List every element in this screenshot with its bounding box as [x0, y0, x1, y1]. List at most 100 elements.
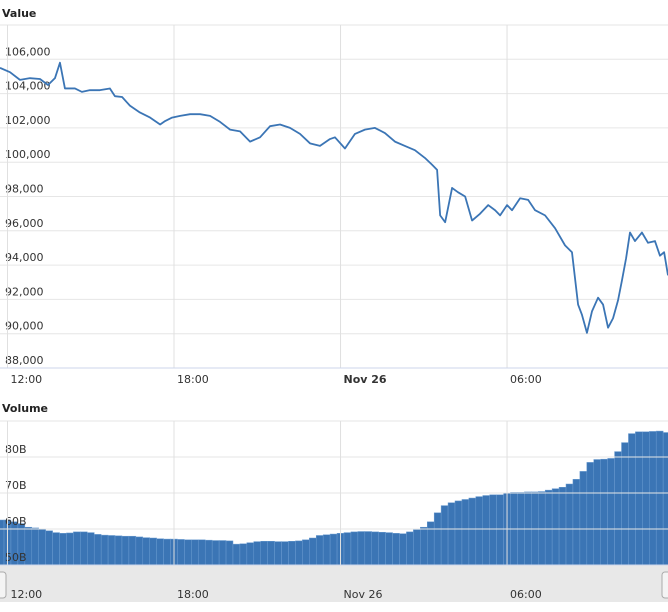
volume-bar	[572, 479, 581, 566]
volume-bar	[59, 533, 67, 566]
volume-bar	[218, 540, 227, 566]
y-tick-label: 96,000	[5, 217, 44, 230]
navigator-handle[interactable]	[0, 571, 7, 599]
x-tick-label: Nov 26	[344, 373, 387, 386]
volume-bar	[420, 526, 428, 566]
volume-bar	[87, 532, 95, 566]
volume-bar	[496, 494, 504, 566]
y-tick-label: 60B	[5, 515, 27, 528]
volume-bar	[204, 539, 213, 566]
volume-bar	[350, 531, 359, 566]
volume-bar	[538, 491, 546, 566]
volume-bar	[371, 531, 379, 566]
chart-title: Volume	[2, 402, 48, 415]
volume-bar	[385, 532, 393, 566]
volume-bar	[246, 542, 255, 566]
volume-bar	[274, 541, 282, 566]
volume-bar	[232, 543, 241, 566]
volume-bar	[531, 491, 539, 566]
volume-bar	[475, 496, 484, 566]
volume-bar	[662, 432, 668, 566]
volume-bar	[315, 535, 324, 566]
volume-bar	[614, 451, 622, 566]
volume-bar	[607, 458, 615, 566]
volume-bar	[600, 458, 608, 566]
chart-title: Value	[2, 7, 36, 20]
volume-bar	[288, 540, 296, 566]
volume-bar	[100, 534, 109, 566]
volume-bar	[524, 491, 532, 566]
y-tick-label: 98,000	[5, 183, 44, 196]
volume-bar	[121, 535, 130, 566]
volume-bar	[544, 489, 553, 566]
volume-bar	[454, 500, 463, 566]
volume-bar	[322, 534, 331, 566]
volume-bar	[593, 459, 601, 566]
volume-bar	[649, 431, 657, 566]
volume-bar	[309, 537, 317, 566]
volume-bar	[406, 531, 414, 566]
volume-bar	[413, 529, 421, 566]
volume-bar	[184, 539, 192, 566]
y-tick-label: 100,000	[5, 148, 51, 161]
volume-bar	[461, 499, 470, 566]
volume-bar	[343, 532, 352, 566]
volume-bar	[281, 541, 289, 566]
volume-bar	[447, 502, 456, 566]
volume-bar	[565, 483, 574, 566]
volume-bar	[579, 471, 588, 566]
navigator-handle[interactable]	[661, 571, 668, 599]
x-tick-label: 06:00	[510, 588, 542, 601]
volume-bar	[433, 512, 442, 566]
navigator-band	[0, 565, 668, 602]
volume-bar	[31, 527, 39, 566]
volume-bar	[392, 533, 400, 566]
volume-bar	[114, 535, 123, 566]
volume-bar	[135, 536, 144, 566]
x-tick-label: Nov 26	[344, 588, 383, 601]
volume-bar	[551, 488, 560, 566]
volume-bar	[38, 528, 46, 566]
volume-bar	[52, 532, 60, 566]
volume-bar	[177, 539, 185, 566]
x-tick-label: 18:00	[177, 373, 209, 386]
volume-bar	[586, 462, 595, 566]
volume-bar	[73, 531, 81, 566]
volume-bar	[621, 442, 629, 566]
y-tick-label: 70B	[5, 479, 27, 492]
volume-bar	[267, 540, 275, 566]
volume-bar	[80, 531, 88, 566]
volume-bar	[191, 539, 199, 566]
x-tick-label: 06:00	[510, 373, 542, 386]
volume-bar	[635, 431, 643, 566]
x-tick-label: 12:00	[10, 373, 42, 386]
volume-bar	[45, 530, 53, 566]
volume-bar	[295, 540, 303, 566]
y-tick-label: 90,000	[5, 320, 44, 333]
volume-bar	[253, 541, 261, 566]
volume-bar	[426, 521, 435, 566]
volume-bar	[357, 531, 366, 566]
volume-bar	[107, 535, 116, 566]
volume-bar	[489, 494, 497, 566]
y-tick-label: 50B	[5, 551, 27, 564]
volume-bar	[260, 540, 268, 566]
volume-bar	[128, 535, 137, 566]
volume-bar	[378, 531, 386, 566]
volume-bar	[329, 533, 338, 566]
volume-bar	[364, 531, 372, 566]
volume-bar	[628, 433, 636, 566]
volume-bar	[198, 539, 206, 566]
y-tick-label: 94,000	[5, 251, 44, 264]
volume-bar	[482, 495, 490, 566]
volume-bar	[211, 540, 220, 566]
volume-bar	[66, 532, 74, 566]
volume-bar	[302, 539, 310, 566]
volume-bar	[468, 497, 477, 566]
volume-bar	[93, 534, 102, 566]
volume-bar	[149, 537, 157, 566]
volume-bar	[0, 519, 5, 566]
volume-bar	[163, 538, 171, 566]
y-tick-label: 80B	[5, 443, 27, 456]
